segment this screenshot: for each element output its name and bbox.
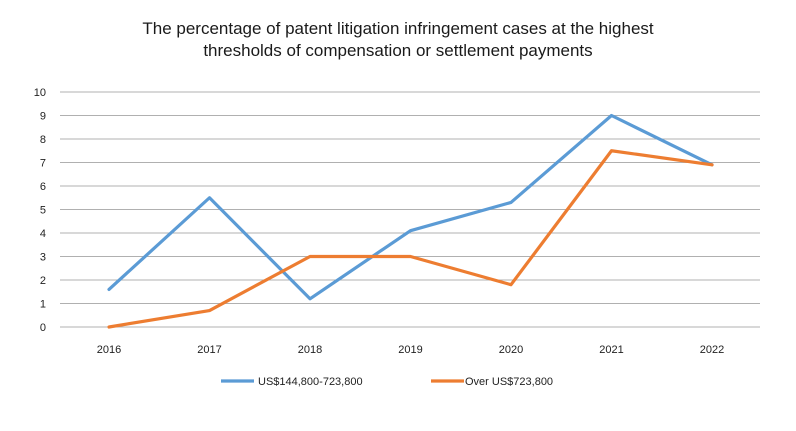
y-tick-label: 2 <box>40 275 46 287</box>
y-tick-label: 10 <box>34 87 46 99</box>
x-tick-label: 2022 <box>700 344 724 356</box>
chart-title-line-1: The percentage of patent litigation infr… <box>142 19 654 38</box>
legend-label: US$144,800-723,800 <box>258 376 363 388</box>
y-tick-label: 1 <box>40 299 46 311</box>
y-tick-label: 4 <box>40 228 46 240</box>
x-tick-label: 2020 <box>499 344 523 356</box>
x-tick-label: 2016 <box>97 344 121 356</box>
y-axis: 0 1 2 3 4 5 6 7 8 9 10 <box>34 87 46 334</box>
x-tick-label: 2017 <box>197 344 221 356</box>
series-line-2 <box>107 149 714 329</box>
y-tick-label: 0 <box>40 322 46 334</box>
legend: US$144,800-723,800 Over US$723,800 <box>221 376 553 388</box>
x-tick-label: 2021 <box>599 344 623 356</box>
legend-label: Over US$723,800 <box>465 376 553 388</box>
x-axis: 2016 2017 2018 2019 2020 2021 2022 <box>97 344 724 356</box>
x-tick-label: 2018 <box>298 344 322 356</box>
y-tick-label: 8 <box>40 134 46 146</box>
series-lines <box>107 113 714 329</box>
y-tick-label: 9 <box>40 111 46 123</box>
y-tick-label: 7 <box>40 158 46 170</box>
y-tick-label: 3 <box>40 252 46 264</box>
gridlines <box>60 91 760 328</box>
series-line-1 <box>107 113 714 301</box>
chart-title-line-2: thresholds of compensation or settlement… <box>203 41 593 60</box>
x-tick-label: 2019 <box>398 344 422 356</box>
chart-title: The percentage of patent litigation infr… <box>0 18 796 62</box>
y-tick-label: 5 <box>40 205 46 217</box>
y-tick-label: 6 <box>40 181 46 193</box>
